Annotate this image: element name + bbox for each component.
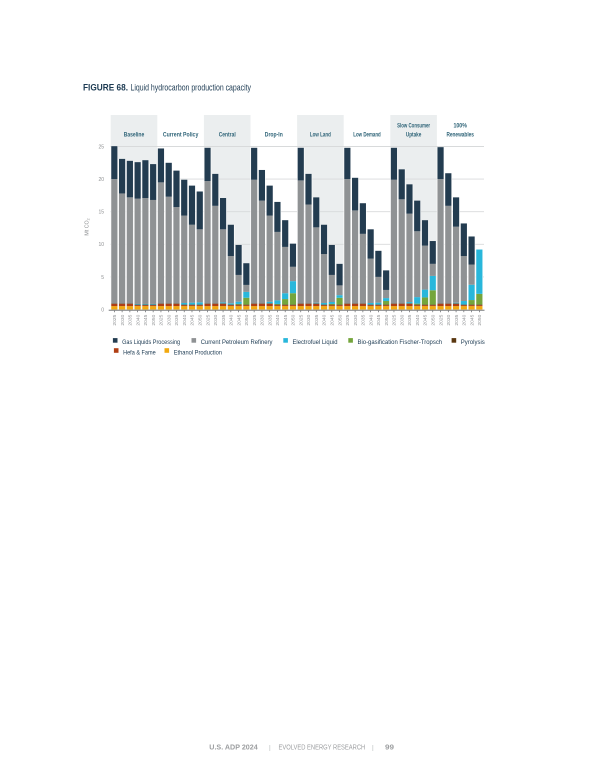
svg-text:2045: 2045: [423, 314, 428, 326]
svg-text:2025: 2025: [438, 314, 443, 326]
svg-text:2030: 2030: [306, 314, 311, 326]
svg-text:2035: 2035: [314, 314, 319, 326]
svg-text:2040: 2040: [415, 314, 420, 326]
svg-text:5: 5: [101, 275, 104, 281]
svg-text:2035: 2035: [221, 314, 226, 326]
svg-text:2045: 2045: [236, 314, 241, 326]
svg-text:2050: 2050: [430, 314, 435, 326]
svg-text:|: |: [372, 744, 374, 751]
svg-text:2045: 2045: [190, 314, 195, 326]
svg-text:2050: 2050: [197, 314, 202, 326]
svg-text:|: |: [269, 744, 271, 751]
svg-text:2050: 2050: [337, 314, 342, 326]
svg-text:2025: 2025: [392, 314, 397, 326]
svg-text:Low Land: Low Land: [310, 131, 331, 138]
svg-text:Renewables: Renewables: [446, 131, 474, 138]
svg-text:2030: 2030: [446, 314, 451, 326]
svg-text:15: 15: [98, 210, 104, 216]
svg-text:2035: 2035: [174, 314, 179, 326]
svg-text:Hefa & Fame: Hefa & Fame: [123, 349, 156, 356]
svg-text:Low Demand: Low Demand: [353, 131, 381, 138]
svg-text:2040: 2040: [462, 314, 467, 326]
svg-text:2040: 2040: [182, 314, 187, 326]
svg-text:2045: 2045: [143, 314, 148, 326]
svg-text:2050: 2050: [291, 314, 296, 326]
svg-text:2040: 2040: [135, 314, 140, 326]
svg-text:Current Petroleum Refinery: Current Petroleum Refinery: [201, 339, 274, 346]
svg-text:100%: 100%: [453, 122, 467, 129]
svg-text:2035: 2035: [454, 314, 459, 326]
svg-text:Gas Liquids Processing: Gas Liquids Processing: [122, 339, 180, 346]
svg-text:2025: 2025: [252, 314, 257, 326]
svg-text:2040: 2040: [275, 314, 280, 326]
svg-text:2050: 2050: [151, 314, 156, 326]
svg-text:Drop-In: Drop-In: [265, 131, 283, 138]
svg-text:2030: 2030: [399, 314, 404, 326]
svg-text:99: 99: [385, 743, 394, 752]
svg-text:2030: 2030: [213, 314, 218, 326]
svg-text:2025: 2025: [298, 314, 303, 326]
svg-text:2035: 2035: [361, 314, 366, 326]
svg-text:20: 20: [98, 177, 104, 183]
svg-text:2045: 2045: [469, 314, 474, 326]
svg-text:Pyrolysis: Pyrolysis: [461, 339, 485, 346]
svg-text:10: 10: [98, 242, 104, 248]
svg-text:Current Policy: Current Policy: [163, 131, 199, 138]
svg-text:2030: 2030: [120, 314, 125, 326]
svg-text:2035: 2035: [128, 314, 133, 326]
svg-text:Slow Consumer: Slow Consumer: [397, 122, 430, 129]
svg-text:25: 25: [98, 144, 104, 150]
svg-text:Uptake: Uptake: [406, 131, 422, 138]
svg-text:0: 0: [101, 307, 104, 313]
svg-text:EVOLVED ENERGY RESEARCH: EVOLVED ENERGY RESEARCH: [279, 743, 366, 752]
svg-text:2050: 2050: [477, 314, 482, 326]
svg-text:Bio-gasification Fischer-Trops: Bio-gasification Fischer-Tropsch: [358, 339, 443, 346]
svg-text:Electrofuel Liquid: Electrofuel Liquid: [293, 339, 339, 346]
svg-text:2030: 2030: [353, 314, 358, 326]
svg-text:U.S. ADP 2024: U.S. ADP 2024: [209, 743, 258, 752]
svg-text:2040: 2040: [322, 314, 327, 326]
svg-text:2050: 2050: [384, 314, 389, 326]
svg-text:2040: 2040: [368, 314, 373, 326]
svg-text:2045: 2045: [376, 314, 381, 326]
svg-text:2030: 2030: [260, 314, 265, 326]
svg-text:Mt CO2: Mt CO2: [85, 218, 91, 235]
svg-text:2025: 2025: [159, 314, 164, 326]
svg-text:Ethanol Production: Ethanol Production: [174, 349, 223, 356]
svg-text:2045: 2045: [329, 314, 334, 326]
svg-text:Central: Central: [219, 131, 236, 138]
svg-text:2050: 2050: [244, 314, 249, 326]
svg-text:FIGURE 68.: FIGURE 68.: [83, 83, 128, 93]
svg-text:2040: 2040: [229, 314, 234, 326]
svg-text:2025: 2025: [112, 314, 117, 326]
svg-text:2035: 2035: [267, 314, 272, 326]
svg-text:Liquid hydrocarbon production: Liquid hydrocarbon production capacity: [131, 83, 252, 93]
svg-text:2025: 2025: [205, 314, 210, 326]
svg-text:2030: 2030: [166, 314, 171, 326]
svg-text:2035: 2035: [407, 314, 412, 326]
svg-text:2045: 2045: [283, 314, 288, 326]
svg-text:2025: 2025: [345, 314, 350, 326]
svg-text:Baseline: Baseline: [124, 131, 145, 138]
